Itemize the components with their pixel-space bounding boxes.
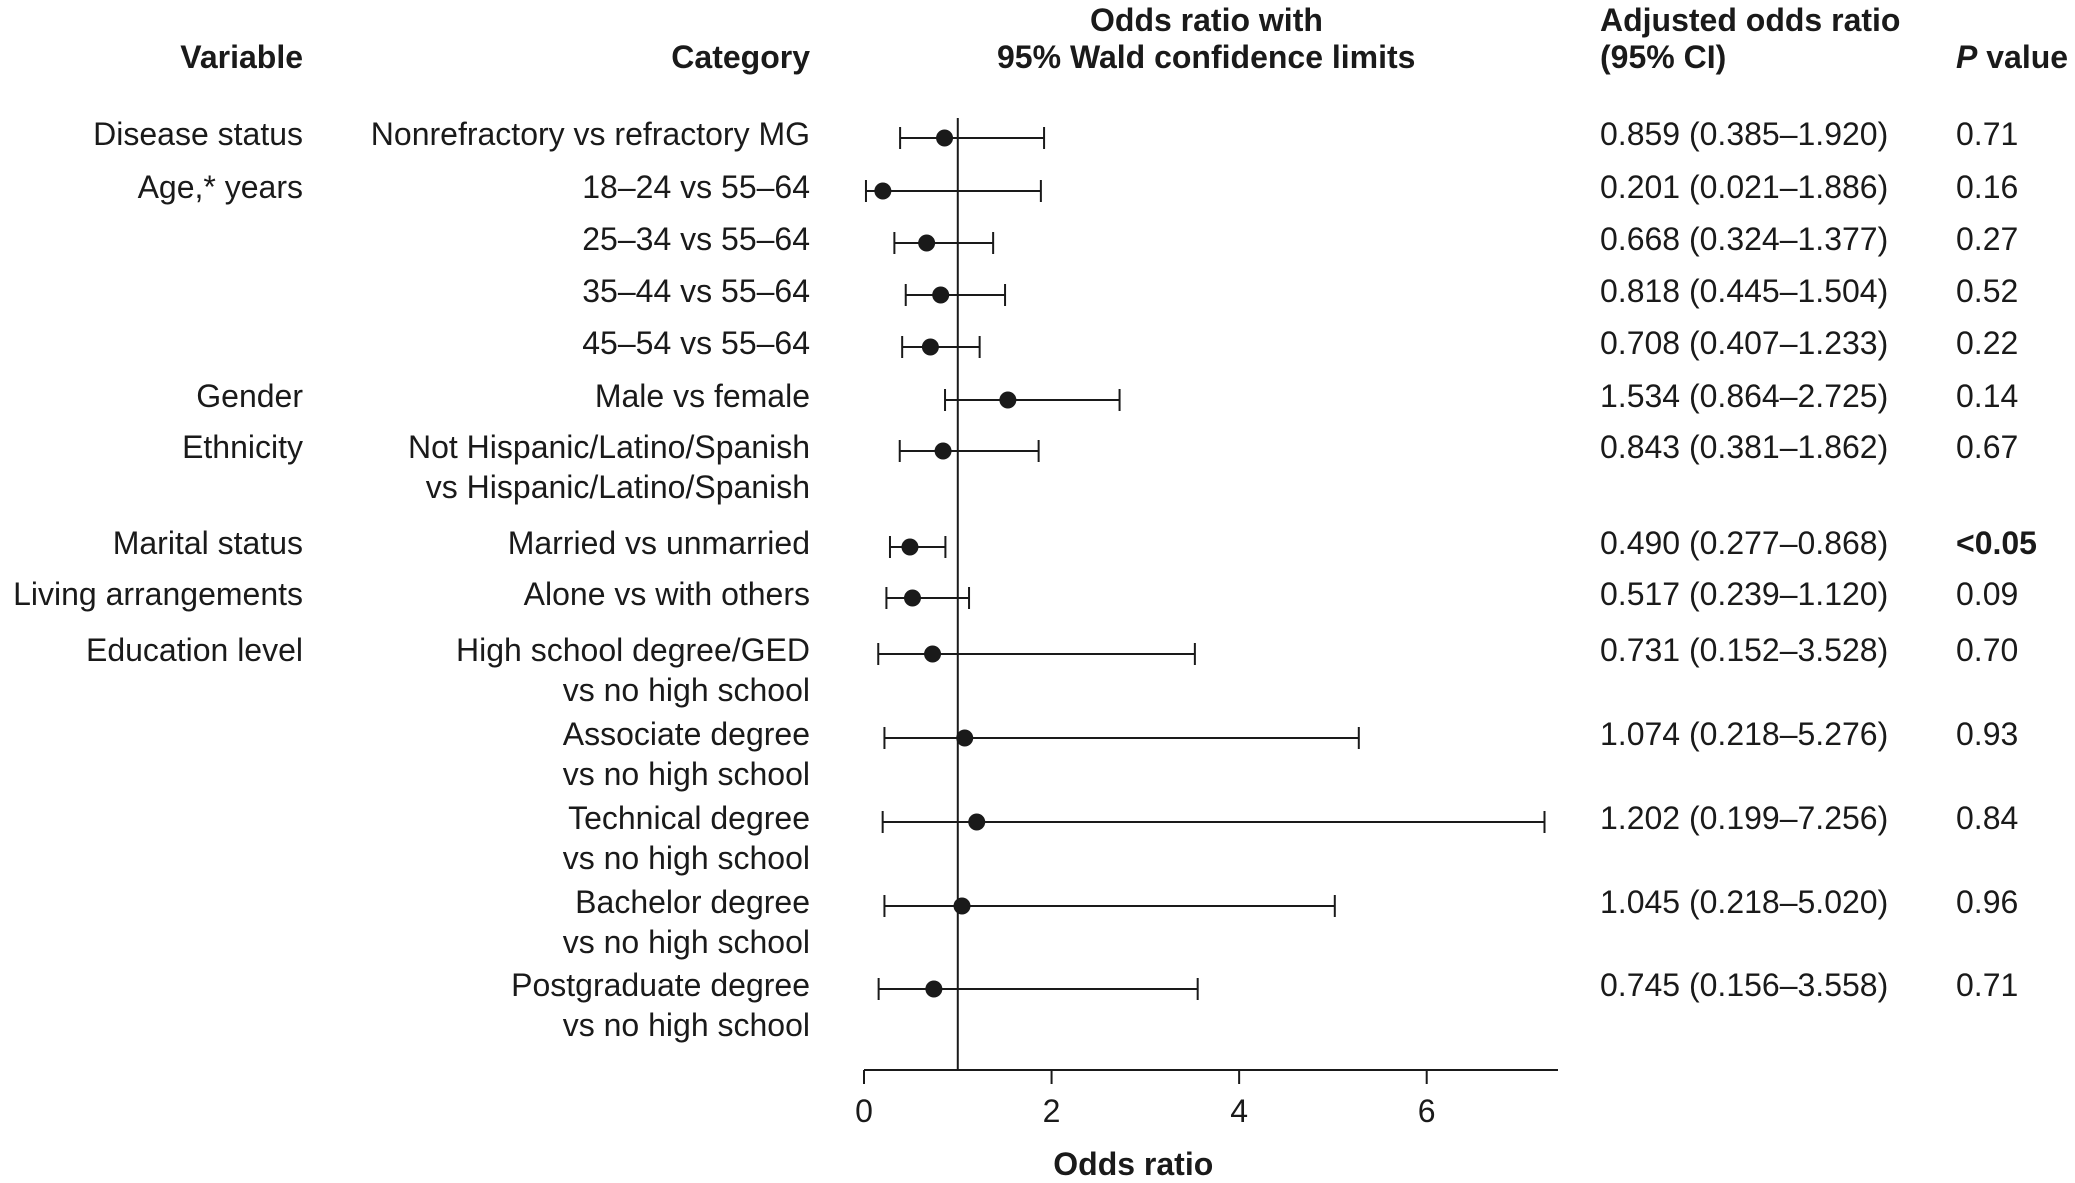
- variable-label: Age,* years: [137, 169, 303, 205]
- category-label: Nonrefractory vs refractory MG: [370, 116, 810, 152]
- p-value: 0.71: [1956, 967, 2019, 1003]
- x-tick-label: 0: [855, 1093, 873, 1129]
- odds-ratio-point: [903, 589, 921, 607]
- p-value: 0.09: [1956, 576, 2019, 612]
- variable-label: Gender: [196, 378, 303, 414]
- odds-ratio-point: [932, 286, 950, 304]
- header-odds-ratio-line2: 95% Wald confidence limits: [997, 39, 1416, 75]
- x-axis-label: Odds ratio: [1053, 1146, 1213, 1182]
- category-label: 35–44 vs 55–64: [582, 273, 810, 309]
- category-label: Postgraduate degree: [511, 967, 810, 1003]
- adjusted-or-value: 1.045 (0.218–5.020): [1600, 884, 1889, 920]
- header-p-rest: value: [1977, 39, 2069, 75]
- category-label: Married vs unmarried: [507, 525, 810, 561]
- odds-ratio-point: [901, 538, 919, 556]
- header-category: Category: [671, 39, 810, 75]
- header-variable: Variable: [180, 39, 303, 75]
- variable-label: Disease status: [93, 116, 303, 152]
- odds-ratio-point: [874, 182, 892, 200]
- category-label: vs no high school: [562, 924, 810, 960]
- p-value: 0.70: [1956, 632, 2019, 668]
- adjusted-or-value: 0.731 (0.152–3.528): [1600, 632, 1889, 668]
- odds-ratio-point: [936, 129, 954, 147]
- p-value: 0.93: [1956, 716, 2019, 752]
- adjusted-or-value: 1.074 (0.218–5.276): [1600, 716, 1889, 752]
- adjusted-or-value: 0.708 (0.407–1.233): [1600, 325, 1889, 361]
- variable-label: Education level: [85, 632, 303, 668]
- x-tick-label: 4: [1230, 1093, 1248, 1129]
- adjusted-or-value: 0.859 (0.385–1.920): [1600, 116, 1889, 152]
- adjusted-or-value: 0.843 (0.381–1.862): [1600, 429, 1889, 465]
- p-value: 0.71: [1956, 116, 2019, 152]
- category-label: vs no high school: [562, 756, 810, 792]
- category-label: vs Hispanic/Latino/Spanish: [425, 469, 810, 505]
- p-value: 0.14: [1956, 378, 2019, 414]
- odds-ratio-point: [934, 442, 952, 460]
- category-label: 18–24 vs 55–64: [582, 169, 810, 205]
- variable-label: Living arrangements: [13, 576, 303, 612]
- adjusted-or-value: 0.745 (0.156–3.558): [1600, 967, 1889, 1003]
- header-p-value: P value: [1956, 37, 2068, 77]
- adjusted-or-value: 1.202 (0.199–7.256): [1600, 800, 1889, 836]
- category-label: Alone vs with others: [523, 576, 810, 612]
- odds-ratio-point: [956, 729, 974, 747]
- category-label: Male vs female: [594, 378, 810, 414]
- adjusted-or-value: 1.534 (0.864–2.725): [1600, 378, 1889, 414]
- category-label: 45–54 vs 55–64: [582, 325, 810, 361]
- category-label: 25–34 vs 55–64: [582, 221, 810, 257]
- category-label: vs no high school: [562, 1007, 810, 1043]
- category-label: Associate degree: [562, 716, 810, 752]
- p-value: 0.16: [1956, 169, 2019, 205]
- category-label: High school degree/GED: [456, 632, 810, 668]
- x-tick-label: 2: [1043, 1093, 1061, 1129]
- p-value: 0.27: [1956, 221, 2019, 257]
- category-label: Not Hispanic/Latino/Spanish: [407, 429, 810, 465]
- category-label: Bachelor degree: [575, 884, 810, 920]
- x-tick-label: 6: [1418, 1093, 1436, 1129]
- header-p-italic: P: [1956, 39, 1978, 75]
- adjusted-or-value: 0.490 (0.277–0.868): [1600, 525, 1889, 561]
- variable-label: Marital status: [112, 525, 303, 561]
- header-odds-ratio-line1: Odds ratio with: [1090, 2, 1323, 38]
- odds-ratio-point: [968, 813, 986, 831]
- p-value: 0.22: [1956, 325, 2019, 361]
- category-label: vs no high school: [562, 840, 810, 876]
- p-value: 0.67: [1956, 429, 2019, 465]
- adjusted-or-value: 0.668 (0.324–1.377): [1600, 221, 1889, 257]
- header-adjusted-or-line1: Adjusted odds ratio: [1600, 2, 1901, 38]
- category-label: Technical degree: [568, 800, 810, 836]
- p-value: 0.52: [1956, 273, 2019, 309]
- odds-ratio-point: [925, 980, 943, 998]
- header-adjusted-or-line2: (95% CI): [1600, 39, 1727, 75]
- odds-ratio-point: [953, 897, 971, 915]
- p-value: 0.84: [1956, 800, 2019, 836]
- adjusted-or-value: 0.818 (0.445–1.504): [1600, 273, 1889, 309]
- odds-ratio-point: [924, 645, 942, 663]
- odds-ratio-point: [918, 234, 936, 252]
- adjusted-or-value: 0.517 (0.239–1.120): [1600, 576, 1889, 612]
- p-value: <0.05: [1956, 525, 2037, 561]
- odds-ratio-point: [999, 391, 1017, 409]
- variable-label: Ethnicity: [182, 429, 303, 465]
- p-value: 0.96: [1956, 884, 2019, 920]
- category-label: vs no high school: [562, 672, 810, 708]
- adjusted-or-value: 0.201 (0.021–1.886): [1600, 169, 1889, 205]
- odds-ratio-point: [921, 338, 939, 356]
